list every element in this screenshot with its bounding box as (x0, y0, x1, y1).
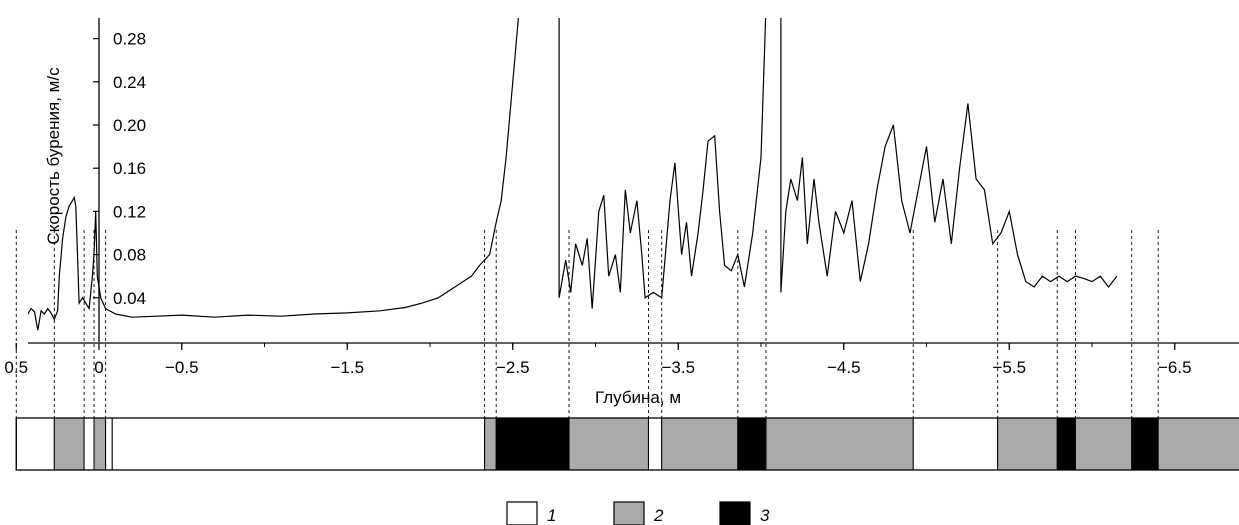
strip-segment (661, 417, 739, 471)
lithology-strip (15, 417, 1239, 471)
strip-frame (15, 417, 1239, 471)
strip-segment (1074, 417, 1133, 471)
x-tick-label: −3.5 (661, 358, 695, 377)
boundary-lines (15, 230, 1159, 418)
strip-segment (765, 417, 914, 471)
x-axis-label: Глубина, м (595, 388, 681, 407)
legend-swatch (719, 501, 751, 525)
x-axis-ticks: 0.50−0.5−1.5−2.5−3.5−4.5−5.5−6.5−7.5 (4, 343, 1192, 377)
x-tick-label: 0 (94, 358, 103, 377)
x-tick-label: −2.5 (496, 358, 530, 377)
strip-segment (647, 417, 663, 471)
series-line (28, 18, 1118, 331)
strip-segment (1056, 417, 1076, 471)
legend-label: 3 (760, 506, 770, 525)
strip-segment (495, 417, 570, 471)
strip-segment (1131, 417, 1159, 471)
legend-swatch (613, 501, 645, 525)
x-tick-label: −0.5 (165, 358, 199, 377)
x-tick-label: 0.5 (4, 358, 28, 377)
strip-segment (93, 417, 107, 471)
series-group (28, 18, 1118, 331)
strip-segment (83, 417, 95, 471)
x-tick-label: −1.5 (330, 358, 364, 377)
strip-segment (737, 417, 767, 471)
legend-label: 2 (653, 506, 664, 525)
strip-segment (53, 417, 85, 471)
legend-swatch (506, 501, 538, 525)
strip-segment (15, 417, 55, 471)
strip-segment (111, 417, 486, 471)
strip-segment (105, 417, 113, 471)
strip-segment (1157, 417, 1239, 471)
y-axis-label: Скорость бурения, м/с (44, 67, 63, 245)
y-axis-ticks: 0.04 0.08 0.12 0.16 0.20 0.24 0.28 (93, 30, 146, 308)
y-tick-label: 0.04 (113, 289, 146, 308)
y-tick-label: 0.28 (113, 30, 146, 49)
legend-label: 1 (547, 506, 556, 525)
strip-segment (997, 417, 1058, 471)
legend: 1 2 3 (506, 501, 770, 525)
y-tick-label: 0.12 (113, 202, 146, 221)
x-tick-label: −6.5 (1158, 358, 1192, 377)
y-tick-label: 0.20 (113, 116, 146, 135)
y-tick-label: 0.08 (113, 246, 146, 265)
x-tick-label: −4.5 (827, 358, 861, 377)
strip-segment (568, 417, 649, 471)
x-tick-label: −5.5 (992, 358, 1026, 377)
y-tick-label: 0.24 (113, 73, 146, 92)
y-tick-label: 0.16 (113, 159, 146, 178)
strip-segment (912, 417, 999, 471)
strip-segment (484, 417, 497, 471)
plot-area: 0.04 0.08 0.12 0.16 0.20 0.24 0.28 0.5 0 −0.5 −1.… (4, 18, 1239, 418)
